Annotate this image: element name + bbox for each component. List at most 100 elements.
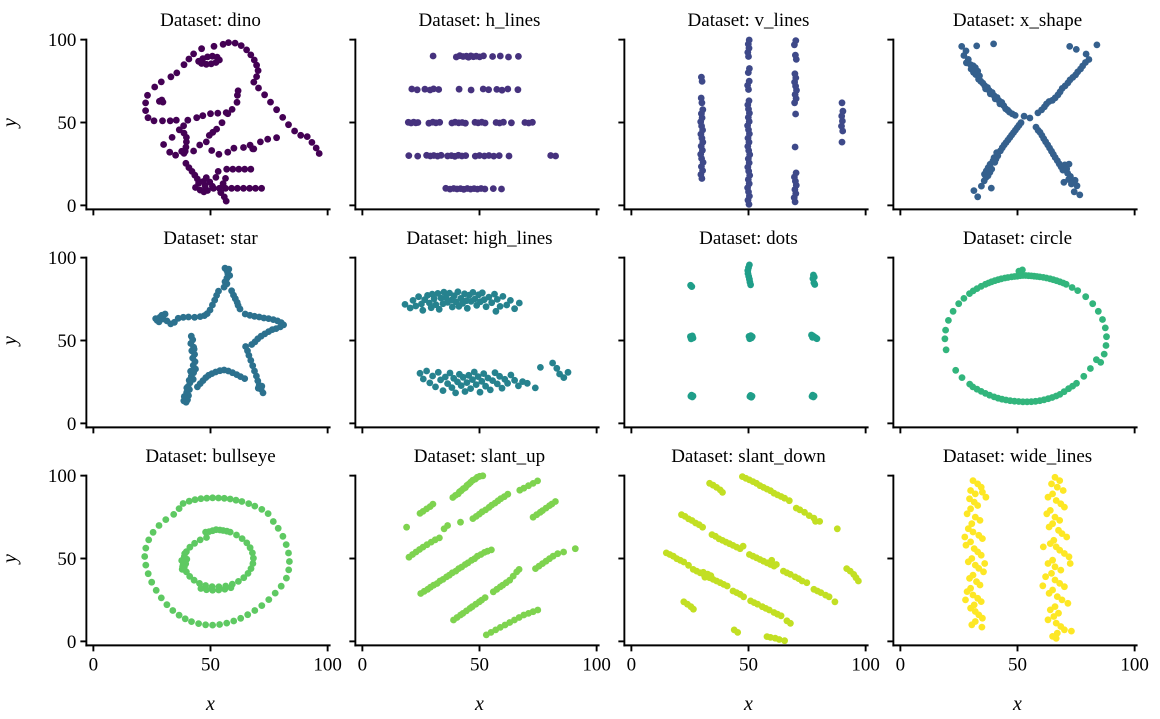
data-point (707, 572, 715, 579)
scatter-points (662, 473, 862, 645)
data-point (215, 494, 222, 502)
data-point (813, 335, 821, 343)
data-point (500, 118, 507, 126)
data-point (958, 374, 966, 381)
data-point (216, 621, 224, 628)
data-point (777, 612, 785, 620)
data-point (197, 495, 205, 503)
data-point (219, 40, 227, 48)
axes-spines (85, 38, 331, 211)
data-point (228, 184, 236, 192)
data-point (496, 303, 504, 310)
axes-spines (892, 256, 1138, 429)
data-point (982, 493, 990, 501)
data-point (178, 147, 186, 155)
data-point (168, 134, 176, 141)
data-point (1065, 553, 1073, 561)
data-point (258, 184, 265, 192)
data-point (962, 541, 970, 549)
axes-spines (85, 474, 331, 647)
y-tick-label: 100 (48, 30, 77, 51)
data-point (210, 184, 217, 192)
data-point (1011, 273, 1018, 280)
data-point (429, 372, 436, 380)
data-point (179, 563, 187, 571)
data-point (1052, 635, 1060, 642)
data-point (264, 510, 272, 517)
data-point (203, 586, 210, 594)
data-point (408, 85, 416, 93)
data-point (1026, 114, 1034, 122)
data-point (560, 374, 568, 381)
data-point (446, 369, 454, 377)
data-point (414, 152, 422, 160)
subplot-slant_down: Dataset: slant_down 0 50 100 x (618, 446, 880, 715)
data-point (212, 174, 220, 181)
data-point (1050, 613, 1058, 620)
data-point (223, 527, 231, 535)
data-point (476, 388, 484, 396)
data-point (235, 165, 243, 173)
data-point (426, 379, 434, 387)
data-point (1059, 487, 1067, 494)
data-point (977, 598, 985, 605)
data-point (222, 175, 229, 182)
data-point (838, 138, 846, 146)
data-point (430, 295, 438, 303)
data-point (986, 391, 993, 399)
data-point (1051, 513, 1059, 521)
data-point (152, 315, 160, 322)
data-point (440, 288, 448, 296)
y-tick-label: 100 (48, 466, 77, 487)
scatter-points (403, 472, 579, 639)
y-axis (887, 256, 894, 425)
data-point (430, 85, 437, 93)
data-point (985, 279, 992, 287)
data-point (534, 477, 541, 485)
data-point (975, 565, 983, 572)
data-point (964, 525, 972, 533)
data-point (967, 487, 974, 494)
data-point (571, 545, 579, 553)
data-point (232, 496, 240, 504)
data-point (297, 131, 305, 139)
x-tick-label: 50 (201, 654, 220, 675)
subplot-title: Dataset: dots (699, 228, 798, 249)
data-point (1085, 56, 1093, 63)
data-point (151, 83, 159, 91)
data-point (811, 281, 819, 288)
data-point (792, 169, 800, 177)
data-point (973, 42, 981, 50)
data-point (941, 335, 949, 343)
subplot-bullseye: Dataset: bullseye 0 50 100 0 50 100 x y (0, 446, 342, 715)
data-point (960, 295, 968, 302)
data-point (269, 518, 277, 525)
data-point (1019, 398, 1027, 406)
data-point (308, 139, 316, 146)
data-point (1022, 272, 1030, 279)
data-point (209, 494, 217, 502)
data-point (552, 152, 559, 160)
x-axis (630, 209, 867, 216)
data-point (489, 377, 496, 384)
x-tick-label: 100 (851, 654, 880, 675)
data-point (482, 382, 489, 390)
data-point (237, 42, 245, 49)
data-point (250, 78, 258, 86)
data-point (1068, 284, 1076, 291)
data-point (553, 364, 561, 372)
data-point (969, 383, 977, 391)
data-point (479, 472, 487, 480)
scatter-points (687, 261, 821, 401)
data-point (240, 184, 247, 192)
data-point (491, 290, 498, 298)
data-point (485, 293, 493, 301)
data-point (258, 382, 266, 390)
data-point (285, 121, 292, 129)
data-point (1082, 293, 1090, 301)
scatter-points (961, 473, 1075, 642)
data-point (191, 539, 199, 547)
x-tick-label: 0 (89, 654, 99, 675)
data-point (481, 119, 489, 127)
data-point (253, 73, 260, 80)
